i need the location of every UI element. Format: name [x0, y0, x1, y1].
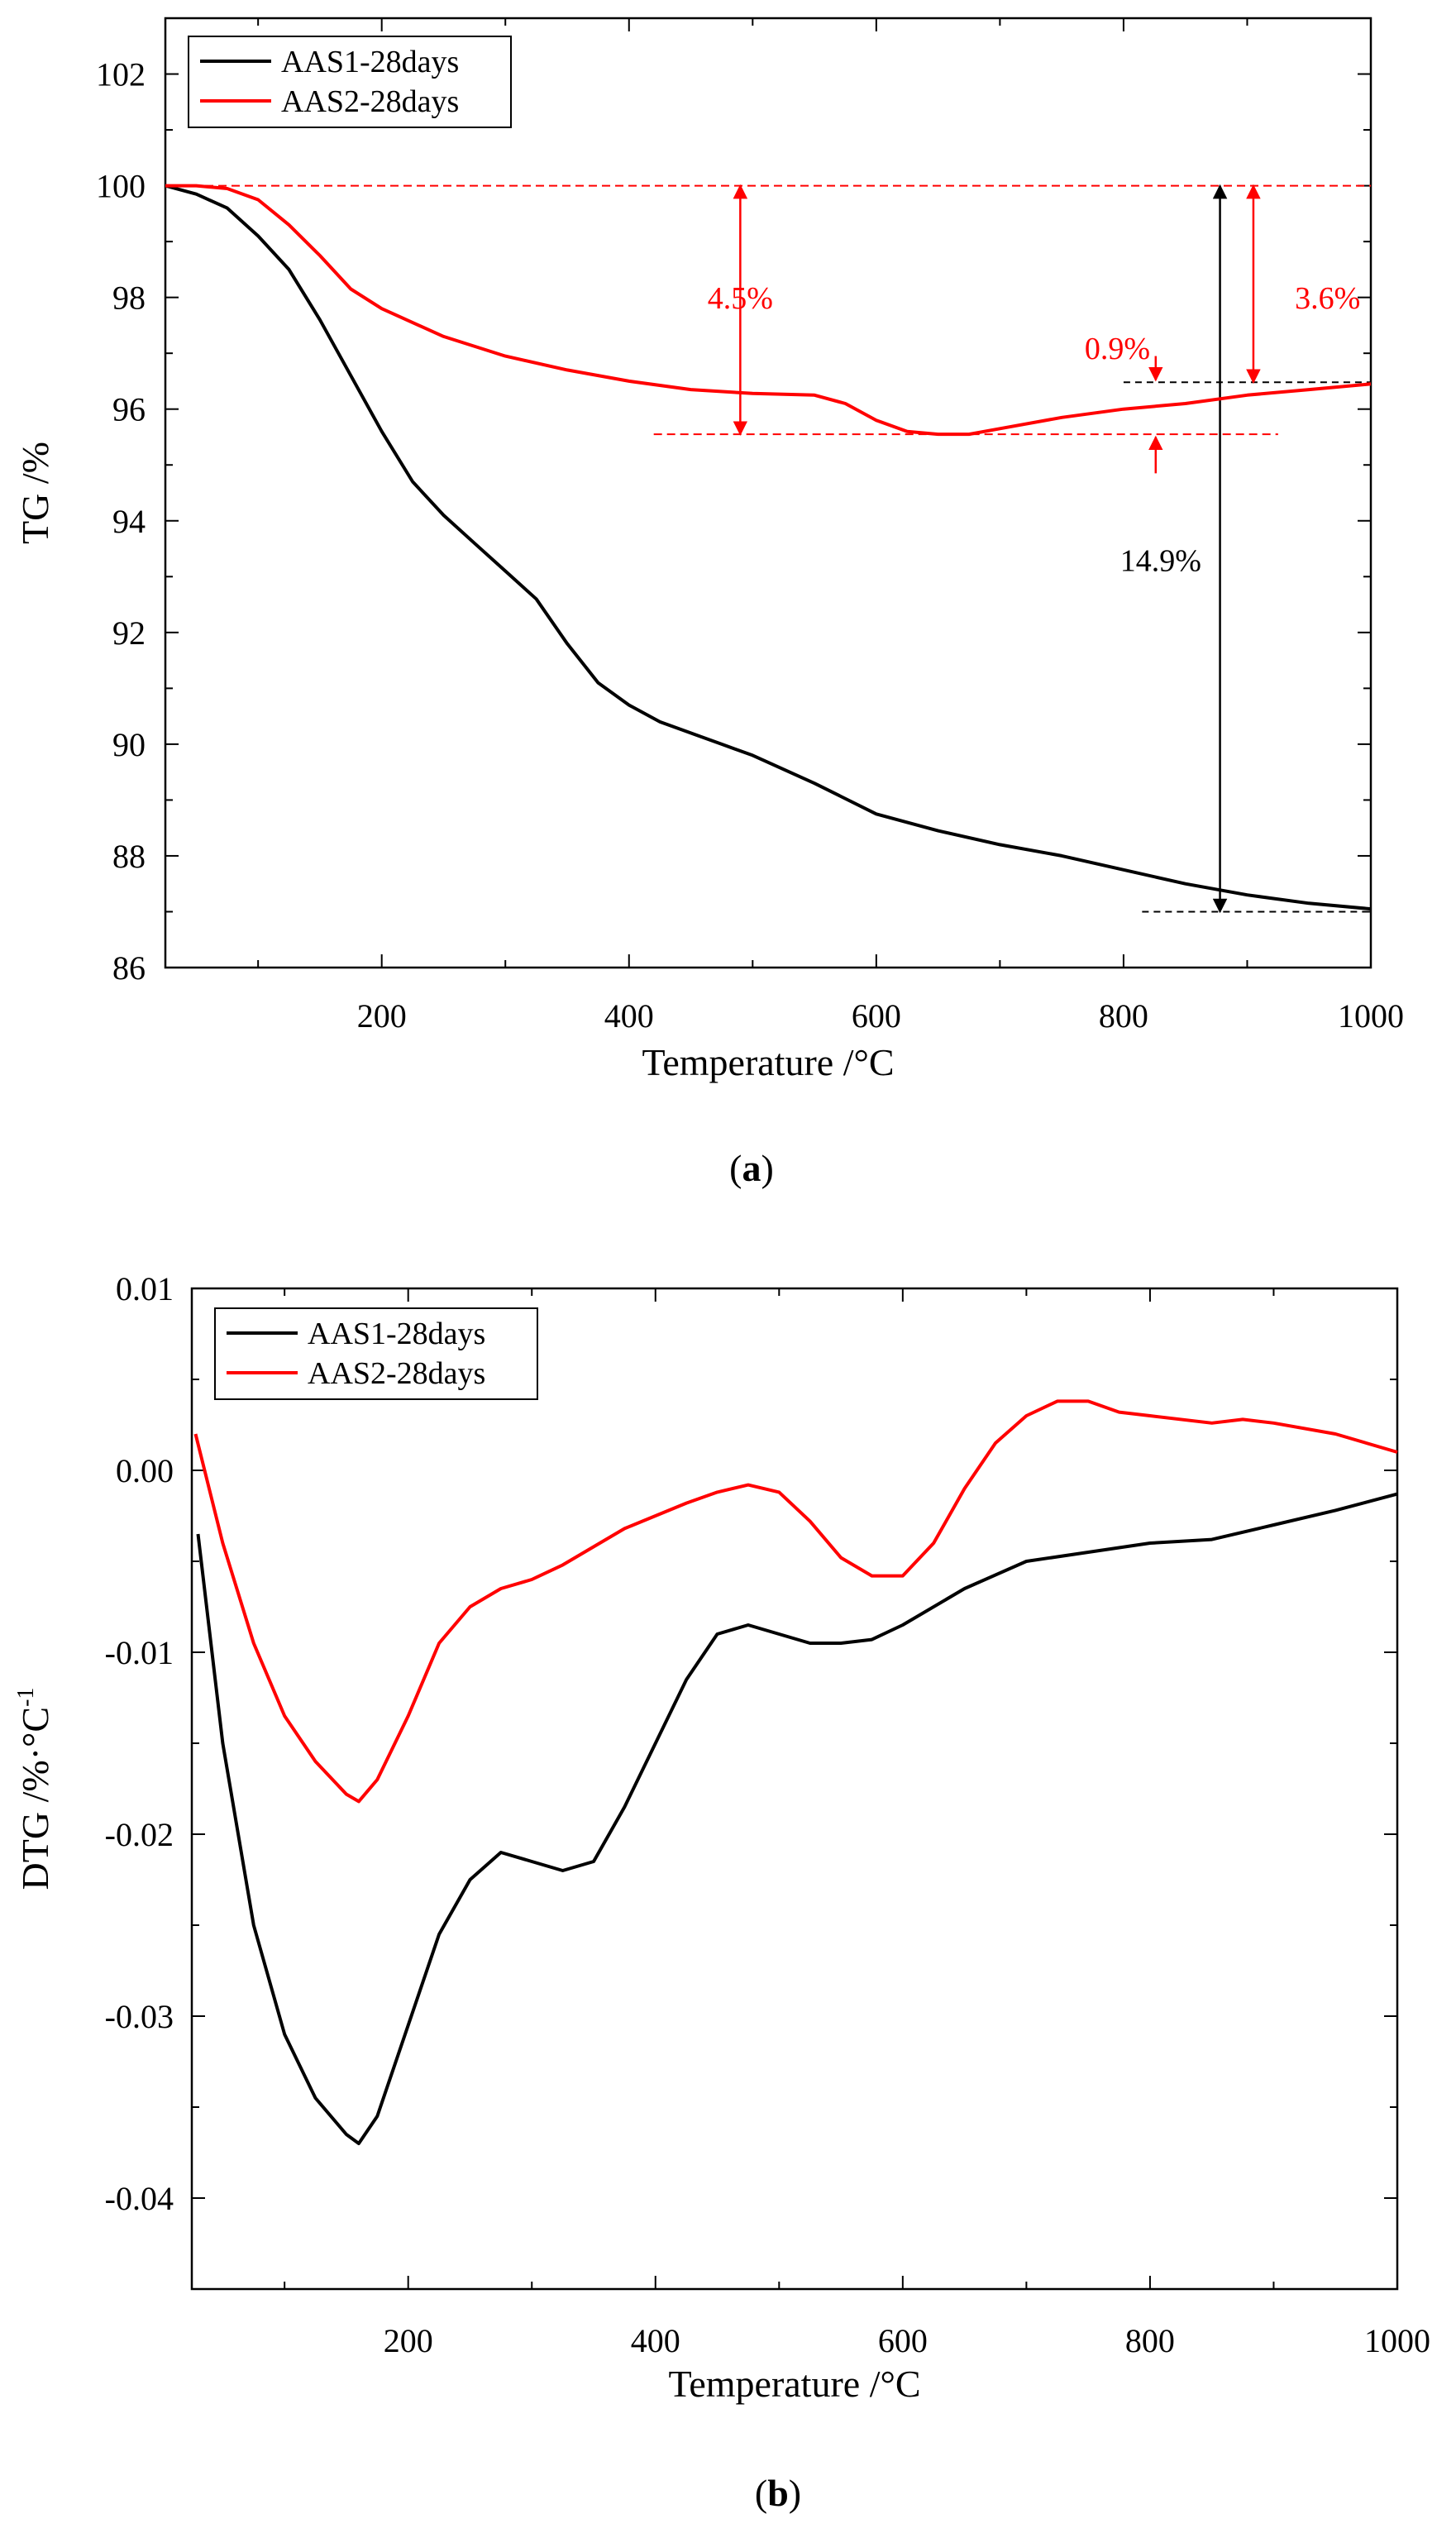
x-tick-label: 600	[852, 997, 901, 1035]
y-tick-label: 94	[112, 503, 146, 540]
y-tick-label: 0.00	[116, 1452, 174, 1489]
annotation-label: 0.9%	[1085, 332, 1150, 366]
annotation-label: 4.5%	[708, 281, 773, 316]
x-tick-label: 1000	[1338, 997, 1404, 1035]
y-tick-label: -0.02	[105, 1816, 174, 1853]
x-axis-title: Temperature /°C	[668, 2363, 920, 2405]
y-axis-title: DTG /%·°C-1	[13, 1688, 56, 1890]
chart-panel-a: 200 400 600 800 1000 86 88 90 92 94 96 98 100 102 4.5%…	[14, 17, 1404, 1189]
plot-frame	[190, 1287, 1399, 2291]
legend-box	[214, 1307, 538, 1400]
y-tick-label: 98	[112, 280, 146, 317]
x-tick-label: 800	[1125, 2322, 1175, 2359]
x-tick-label: 400	[631, 2322, 680, 2359]
y-axis-title-superscript: -1	[13, 1688, 39, 1707]
x-tick-label: 200	[357, 997, 407, 1035]
series-line-1	[165, 184, 1372, 911]
y-tick-label: 86	[112, 949, 146, 987]
y-tick-label: -0.01	[105, 1634, 174, 1671]
x-tick-label: 800	[1099, 997, 1148, 1035]
y-tick-label: 102	[96, 56, 146, 93]
plot-frame	[164, 17, 1372, 969]
panel-label: (a)	[729, 1147, 774, 1189]
legend: AAS1-28days AAS2-28days	[188, 36, 512, 128]
legend-label: AAS2-28days	[281, 84, 459, 119]
series-line-1	[196, 1492, 1398, 2145]
x-tick-label: 1000	[1364, 2322, 1430, 2359]
y-tick-label: 92	[112, 614, 146, 652]
chart-panel-b: 200 400 600 800 1000 -0.04 -0.03 -0.02 -0.01 0.00…	[13, 1270, 1430, 2514]
y-tick-label: -0.03	[105, 1998, 174, 2035]
y-axis-title: TG /%	[14, 442, 56, 544]
legend-label: AAS1-28days	[308, 1317, 485, 1351]
x-tick-label: 600	[878, 2322, 928, 2359]
legend-box	[188, 36, 512, 128]
series-line-2	[165, 184, 1372, 437]
y-tick-label: -0.04	[105, 2180, 174, 2217]
x-tick-label: 200	[384, 2322, 433, 2359]
legend: AAS1-28days AAS2-28days	[214, 1307, 538, 1400]
y-tick-label: 100	[96, 168, 146, 205]
x-tick-label: 400	[604, 997, 654, 1035]
annotation-label: 3.6%	[1295, 281, 1360, 316]
legend-label: AAS2-28days	[308, 1356, 485, 1391]
y-tick-label: 88	[112, 838, 146, 875]
y-tick-label: 0.01	[116, 1270, 174, 1307]
series-line-2	[193, 1399, 1398, 1804]
legend-label: AAS1-28days	[281, 45, 459, 79]
panel-label: (b)	[755, 2472, 801, 2514]
x-axis-title: Temperature /°C	[642, 1041, 894, 1083]
y-tick-label: 96	[112, 391, 146, 428]
annotation-label: 14.9%	[1120, 544, 1201, 579]
y-tick-label: 90	[112, 726, 146, 763]
